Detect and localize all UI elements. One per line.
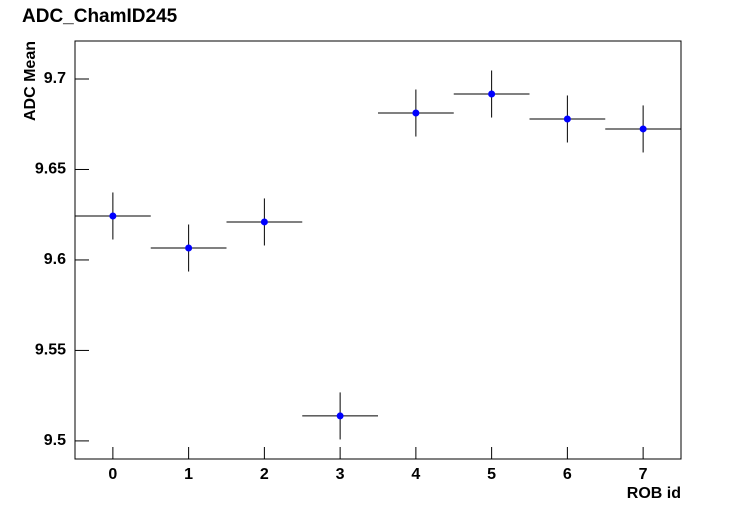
x-axis-label: ROB id: [627, 485, 681, 502]
marker: [639, 125, 647, 133]
marker: [412, 109, 420, 117]
x-tick-label: 6: [563, 466, 572, 483]
x-tick-label: 4: [411, 466, 420, 483]
chart-title: ADC_ChamID245: [22, 6, 178, 27]
x-tick-label: 5: [487, 466, 496, 483]
marker: [488, 90, 496, 98]
y-tick-label: 9.5: [44, 432, 66, 449]
x-tick-label: 2: [260, 466, 269, 483]
y-axis-label: ADC Mean: [22, 41, 39, 121]
marker: [185, 244, 193, 252]
x-tick-label: 1: [184, 466, 193, 483]
y-tick-label: 9.55: [35, 342, 66, 359]
marker: [260, 218, 268, 226]
y-tick-label: 9.7: [44, 70, 66, 87]
frame: [74, 40, 682, 460]
x-tick-label: 7: [639, 466, 648, 483]
y-tick-label: 9.65: [35, 161, 66, 178]
x-tick-label: 3: [336, 466, 345, 483]
x-tick-label: 0: [108, 466, 117, 483]
y-tick-label: 9.6: [44, 251, 66, 268]
marker: [109, 212, 117, 220]
marker: [563, 115, 571, 123]
marker: [336, 412, 344, 420]
